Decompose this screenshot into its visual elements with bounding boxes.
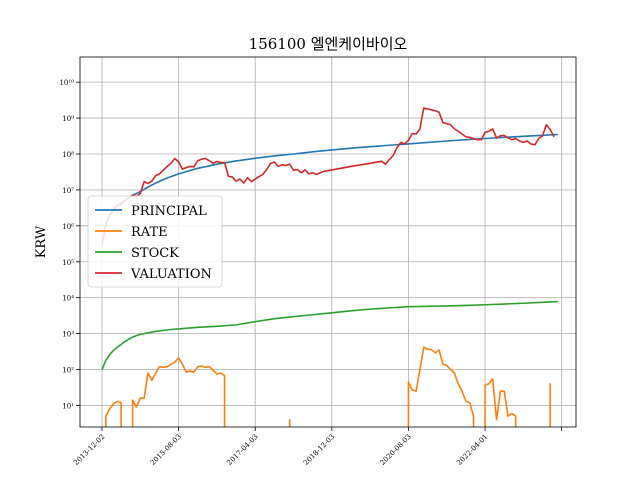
grid (80, 57, 576, 427)
y-tick-label: 10⁸ (62, 151, 74, 159)
series-line-rate-segment (407, 346, 475, 427)
y-tick-label: 10⁶ (62, 223, 74, 231)
legend-box (87, 195, 223, 288)
series-line-rate-segment (131, 357, 226, 427)
y-tick-label: 10¹ (62, 402, 74, 410)
series-line-valuation (101, 107, 555, 245)
y-tick-label: 10⁷ (62, 187, 74, 195)
chart-title: 156100 엘엔케이바이오 (249, 35, 408, 53)
legend-label: RATE (131, 225, 168, 240)
y-axis-label: KRW (34, 225, 49, 258)
legend-label: VALUATION (130, 267, 212, 282)
series-line-rate-segment (105, 400, 122, 427)
y-tick-label: 10² (62, 367, 74, 375)
series-line-rate-segment (484, 378, 517, 427)
plot-area-frame (79, 56, 577, 428)
y-tick-label: 10⁵ (62, 259, 74, 267)
y-tick-label: 10⁹ (62, 115, 74, 123)
legend-label: PRINCIPAL (131, 204, 207, 219)
series-line-stock (101, 300, 558, 370)
y-tick-label: 10³ (62, 331, 74, 339)
legend: PRINCIPAL RATE STOCK VALUATION (87, 195, 223, 288)
legend-label: STOCK (131, 246, 179, 261)
y-tick-label: 10⁴ (62, 295, 74, 303)
y-tick-label: 10¹⁰ (59, 79, 74, 87)
